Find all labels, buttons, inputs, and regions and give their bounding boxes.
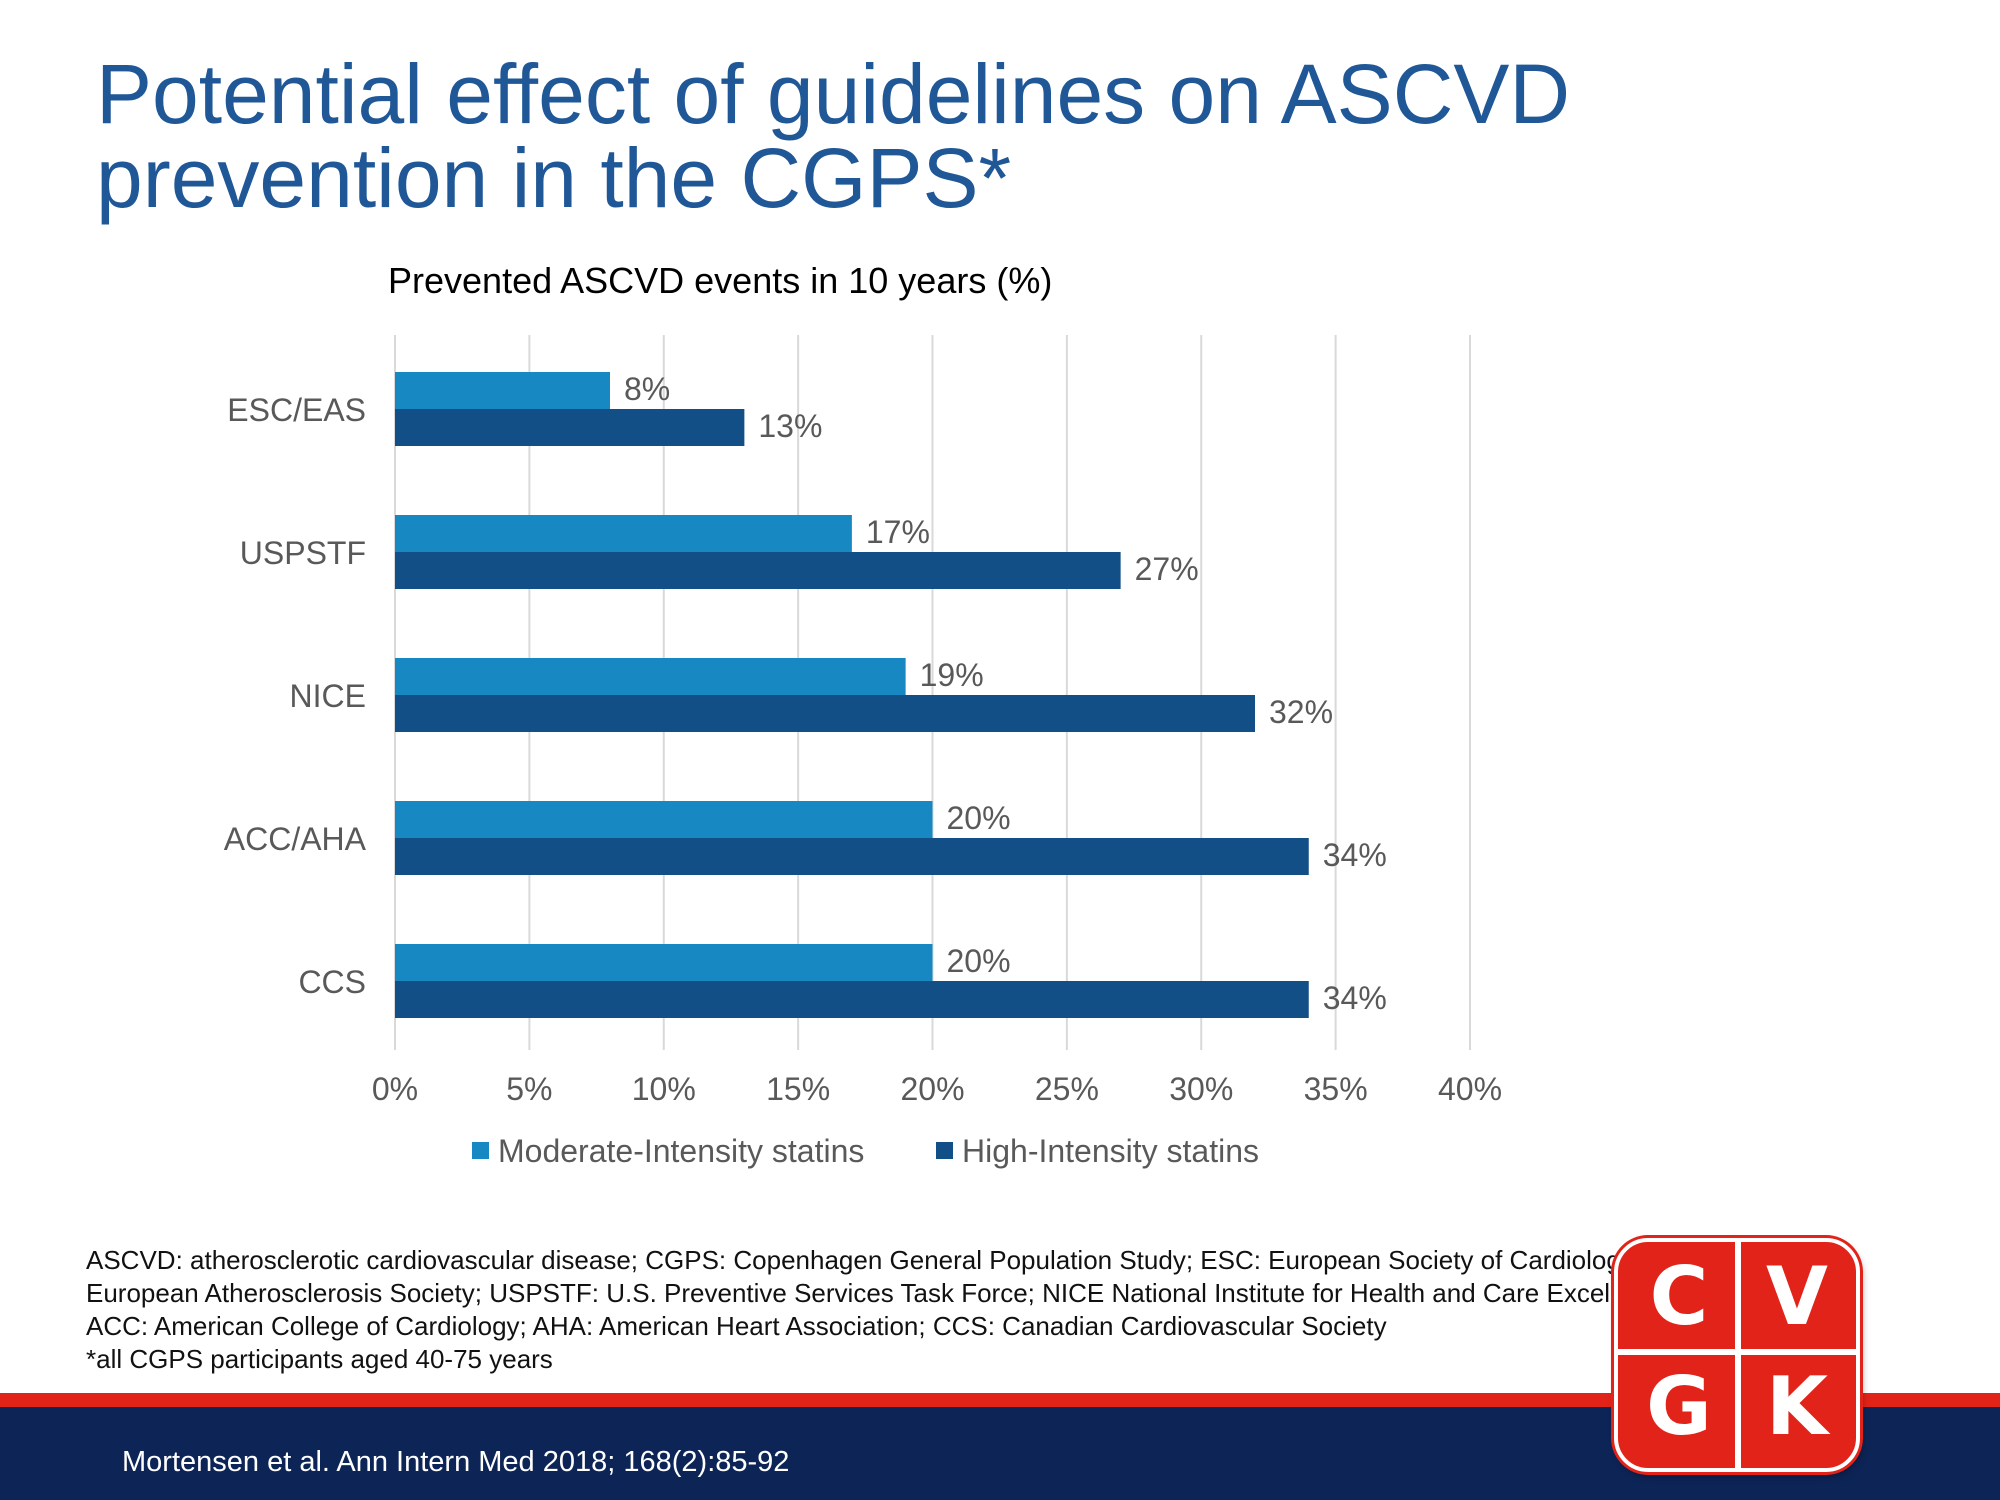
slide-title-line2: prevention in the CGPS* [96,131,1012,225]
bar-high [395,981,1309,1018]
x-tick-label: 25% [1035,1071,1099,1107]
category-label: USPSTF [240,535,366,571]
x-tick-label: 35% [1304,1071,1368,1107]
legend-label: Moderate-Intensity statins [498,1133,864,1169]
bar-moderate [395,944,933,981]
x-tick-label: 10% [632,1071,696,1107]
logo-divider-horizontal [1618,1349,1856,1355]
legend-swatch [472,1142,489,1159]
x-tick-label: 5% [506,1071,552,1107]
bar-moderate [395,515,852,552]
data-label: 19% [920,657,984,693]
legend-label: High-Intensity statins [962,1133,1259,1169]
slide-title-line1: Potential effect of guidelines on ASCVD [96,47,1571,141]
footnote-line4: *all CGPS participants aged 40-75 years [86,1344,553,1374]
category-label: ESC/EAS [227,392,366,428]
bar-moderate [395,658,906,695]
logo-letter-v: V [1766,1250,1828,1343]
chart-labels: 0% 5% 10% 15% 20% 25% 30% 35% 40% ESC/EAS 8% 13% USP… [224,371,1502,1107]
data-label: 20% [947,943,1011,979]
data-label: 34% [1323,837,1387,873]
x-tick-label: 0% [372,1071,418,1107]
footnote-line2: European Atherosclerosis Society; USPSTF… [86,1278,1680,1308]
x-tick-label: 40% [1438,1071,1502,1107]
data-label: 13% [758,408,822,444]
x-tick-label: 20% [900,1071,964,1107]
bar-moderate [395,372,610,409]
logo-letter-k: K [1766,1360,1828,1453]
logo-letter-g: G [1646,1360,1712,1453]
bar-high [395,695,1255,732]
slide-title: Potential effect of guidelines on ASCVD … [96,52,1696,220]
data-label: 32% [1269,694,1333,730]
bar-high [395,552,1121,589]
chart-legend: Moderate-Intensity statins High-Intensity… [472,1133,1259,1169]
data-label: 34% [1323,980,1387,1016]
chart-title: Prevented ASCVD events in 10 years (%) [388,260,1052,301]
x-tick-label: 30% [1169,1071,1233,1107]
footnote-line3: ACC: American College of Cardiology; AHA… [86,1311,1387,1341]
data-label: 8% [624,371,670,407]
x-tick-label: 15% [766,1071,830,1107]
chart-bars [395,372,1309,1018]
data-label: 20% [947,800,1011,836]
data-label: 17% [866,514,930,550]
cvgk-logo: C V G K [1614,1238,1860,1472]
category-label: ACC/AHA [224,821,367,857]
data-label: 27% [1135,551,1199,587]
category-label: NICE [290,678,366,714]
bar-moderate [395,801,933,838]
bar-high [395,838,1309,875]
legend-swatch [936,1142,953,1159]
bar-high [395,409,745,446]
footer-red-stripe [0,1393,2000,1407]
footnote: ASCVD: atherosclerotic cardiovascular di… [86,1244,1866,1376]
citation: Mortensen et al. Ann Intern Med 2018; 16… [122,1446,790,1478]
bar-chart: Prevented ASCVD events in 10 years (%) 0… [224,260,1502,1169]
logo-divider-vertical [1735,1242,1741,1468]
footnote-line1: ASCVD: atherosclerotic cardiovascular di… [86,1245,1708,1275]
logo-letter-c: C [1649,1250,1709,1343]
category-label: CCS [298,964,366,1000]
